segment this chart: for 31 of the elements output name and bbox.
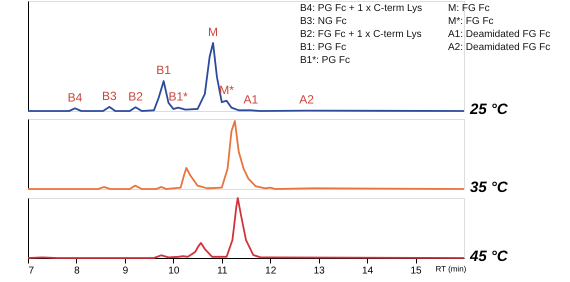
annotation: B3 — [102, 88, 118, 103]
series-label: 35 °C — [470, 179, 509, 196]
x-tick-label: 11 — [217, 266, 228, 276]
x-tick-label: 9 — [122, 266, 129, 276]
x-tick-label: 13 — [314, 266, 326, 276]
x-tick-label: 15 — [410, 266, 422, 276]
text: M: FG Fc — [448, 3, 490, 14]
series-label: 25 °C — [469, 101, 509, 118]
annotation: B4 — [68, 90, 83, 104]
annotation: M* — [219, 82, 234, 97]
x-tick-label: 12 — [265, 266, 277, 276]
annotation: B1: PG Fc — [300, 42, 346, 53]
x-tick-label: 10 — [168, 266, 180, 276]
text: B3: NG Fc — [300, 16, 347, 27]
x-axis-title: RT (min) — [436, 264, 467, 274]
text: B2: FG Fc + 1 x C-term Lys — [300, 29, 422, 40]
annotation: B1 — [156, 63, 172, 78]
text: B4: PG Fc + 1 x C-term Lys — [300, 3, 422, 14]
series-label: 45 °C — [469, 248, 509, 265]
annotation: A2: Deamidated FG Fc — [448, 42, 550, 53]
text: M*: FG Fc — [448, 16, 494, 27]
x-tick-label: 8 — [74, 266, 80, 276]
annotation: A1 — [244, 92, 259, 106]
annotation: M — [208, 25, 218, 39]
x-tick-label: 7 — [28, 266, 34, 276]
annotation: B2 — [128, 89, 144, 104]
annotation: B1* — [168, 90, 188, 104]
x-tick-label: 14 — [362, 266, 374, 276]
annotation: B1*: PG Fc — [300, 55, 350, 66]
text: A1: Deamidated FG Fc — [448, 29, 550, 40]
annotation: A2 — [299, 92, 314, 107]
